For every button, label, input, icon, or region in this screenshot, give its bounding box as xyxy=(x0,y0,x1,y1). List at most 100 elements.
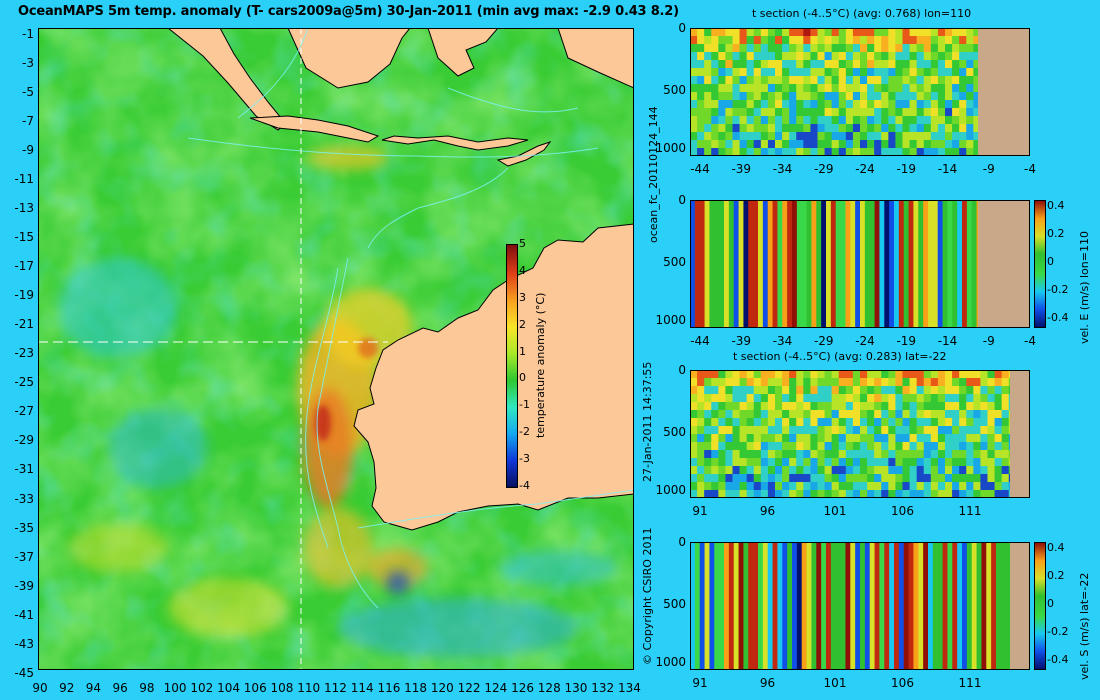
section-cell xyxy=(994,418,1003,427)
section-cell xyxy=(767,140,776,149)
section-cell xyxy=(704,92,712,101)
section-cell xyxy=(831,370,840,379)
section-cell xyxy=(782,92,790,101)
section-cell xyxy=(959,52,967,61)
section-cell xyxy=(973,394,982,403)
section-cell xyxy=(874,84,882,93)
section-cell xyxy=(867,84,875,93)
section-cell xyxy=(895,76,904,85)
temperature-anomaly-map[interactable] xyxy=(38,28,634,670)
section-cell xyxy=(937,442,946,451)
section-cell xyxy=(690,60,698,69)
section-column xyxy=(966,200,973,328)
section-column xyxy=(753,542,759,670)
section-cell xyxy=(874,76,882,85)
section-cell xyxy=(704,402,712,411)
section-cell xyxy=(881,370,889,379)
section-cell xyxy=(789,434,797,443)
section-cell xyxy=(760,124,769,133)
section-cell xyxy=(937,370,946,379)
section-cell xyxy=(966,84,974,93)
section-cell xyxy=(782,84,790,93)
p2-x-tick: -19 xyxy=(896,334,917,348)
section-cell xyxy=(817,44,826,53)
section-cell xyxy=(952,426,960,435)
section-cell xyxy=(775,474,783,483)
section-cell xyxy=(845,132,854,141)
section-cell xyxy=(690,442,698,451)
p1-x-tick: -14 xyxy=(937,162,958,176)
section-column xyxy=(826,200,832,328)
section-cell xyxy=(945,148,953,156)
section-cell xyxy=(845,378,854,387)
section-cell xyxy=(746,378,755,387)
vel-south-section-panel[interactable] xyxy=(690,542,1030,670)
section-column xyxy=(777,200,783,328)
section-cell xyxy=(697,378,705,387)
section-cell xyxy=(782,60,790,69)
section-cell xyxy=(697,92,705,101)
map-lat-tick: -27 xyxy=(14,404,34,419)
section-cell xyxy=(966,68,974,77)
p2-x-tick: -44 xyxy=(690,334,710,348)
section-cell xyxy=(930,44,939,53)
map-lat-tick: -11 xyxy=(14,172,34,187)
section-cell xyxy=(930,68,939,77)
section-cell xyxy=(916,458,925,467)
section-cell xyxy=(775,60,783,69)
section-cell xyxy=(838,124,847,133)
section-cell xyxy=(753,370,762,379)
section-cell xyxy=(980,410,989,419)
section-cell xyxy=(838,92,847,101)
section-column xyxy=(748,200,754,328)
section-cell xyxy=(789,394,797,403)
section-cell xyxy=(690,418,698,427)
section-cell xyxy=(704,426,712,435)
vel-east-section-panel[interactable] xyxy=(690,200,1030,328)
section-cell xyxy=(760,394,769,403)
section-cell xyxy=(824,76,833,85)
temp-section-lon-panel[interactable] xyxy=(690,28,1030,156)
section-cell xyxy=(746,28,755,37)
map-lat-tick: -31 xyxy=(14,462,34,477)
section-cell xyxy=(852,36,861,45)
section-cell xyxy=(796,434,804,443)
section-cell xyxy=(980,386,989,395)
section-cell xyxy=(817,132,826,141)
section-cell xyxy=(704,28,712,37)
section-cell xyxy=(867,458,875,467)
section-cell xyxy=(824,84,833,93)
section-cell xyxy=(746,92,755,101)
section-column xyxy=(806,200,813,328)
section-column xyxy=(913,200,919,328)
section-cell xyxy=(789,44,797,53)
map-lon-tick: 112 xyxy=(323,681,347,695)
section-cell xyxy=(803,418,812,427)
p4-cbar-tick: -0.2 xyxy=(1047,625,1069,638)
section-column xyxy=(942,200,949,328)
section-cell xyxy=(994,378,1003,387)
section-cell xyxy=(838,148,847,156)
map-lon-tick: 110 xyxy=(297,681,321,695)
section-cell xyxy=(732,60,741,69)
section-cell xyxy=(782,140,790,149)
section-cell xyxy=(711,28,719,37)
section-cell xyxy=(746,490,755,498)
vel-east-colorbar xyxy=(1034,200,1046,328)
section-cell xyxy=(930,148,939,156)
p3-y-tick: 0 xyxy=(678,363,686,377)
section-cell xyxy=(824,140,833,149)
p1-x-tick: -24 xyxy=(855,162,875,176)
section-cell xyxy=(902,386,911,395)
section-cell xyxy=(824,378,833,387)
section-cell xyxy=(697,148,705,156)
temp-section-lat-panel[interactable] xyxy=(690,370,1030,498)
section-cell xyxy=(796,410,804,419)
section-cell xyxy=(803,132,812,141)
section-cell xyxy=(789,458,797,467)
section-cell xyxy=(860,378,868,387)
section-column xyxy=(830,200,837,328)
section-cell xyxy=(959,92,967,101)
section-column xyxy=(840,200,847,328)
section-cell xyxy=(959,386,967,395)
